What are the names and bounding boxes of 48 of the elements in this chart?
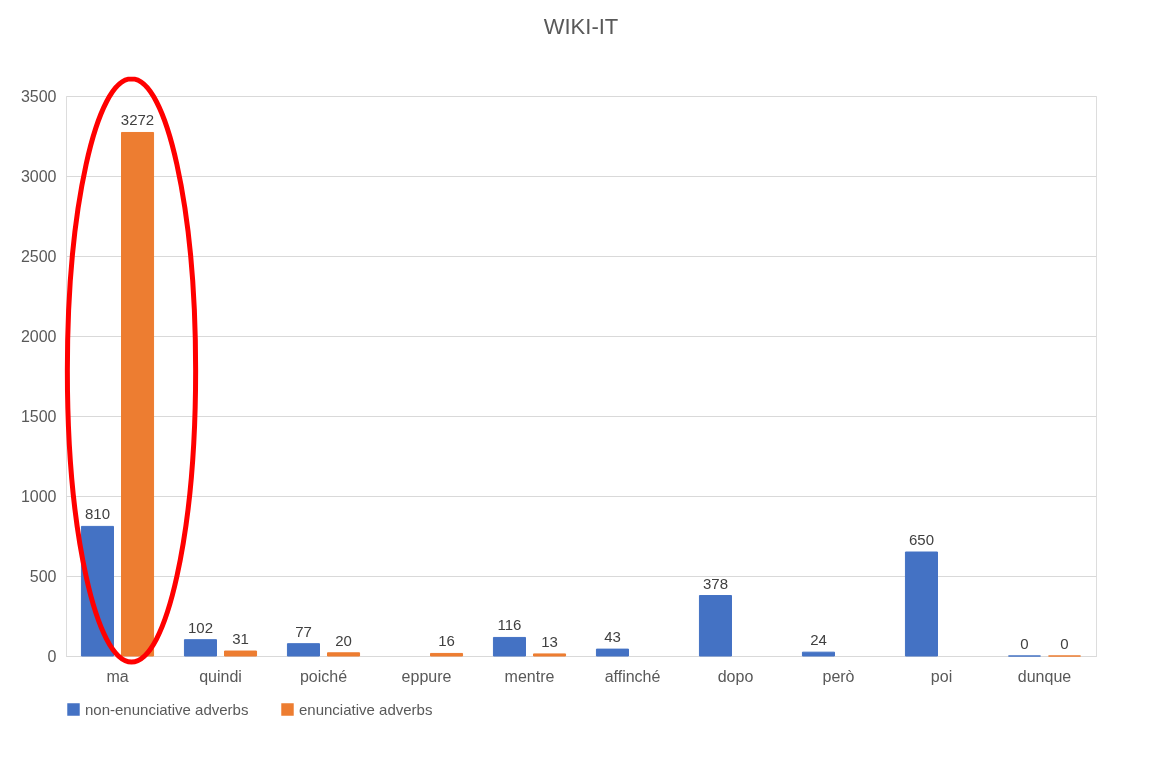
bar <box>430 652 464 657</box>
data-label: 650 <box>908 531 934 548</box>
bar <box>121 131 155 657</box>
x-tick-label: però <box>822 667 855 685</box>
data-label: 20 <box>335 631 352 649</box>
data-label: 24 <box>810 631 827 649</box>
legend-label: enunciative adverbs <box>299 700 433 718</box>
data-label: 3272 <box>120 111 155 129</box>
data-label: 13 <box>541 632 558 650</box>
data-label: 0 <box>1060 635 1069 652</box>
x-tick-label: affinché <box>604 667 661 685</box>
data-label: 116 <box>497 616 522 634</box>
x-tick-label: eppure <box>401 667 452 685</box>
bar <box>698 595 732 657</box>
y-tick-label: 1000 <box>20 487 57 505</box>
data-label: 378 <box>702 574 728 592</box>
bar <box>533 653 567 657</box>
x-tick-label: mentre <box>504 667 555 685</box>
x-tick-label: poi <box>930 667 953 685</box>
data-label: 31 <box>232 630 249 648</box>
bar <box>224 650 258 657</box>
y-tick-label: 0 <box>47 647 57 665</box>
data-label: 0 <box>1020 635 1029 652</box>
data-label: 77 <box>295 622 312 640</box>
x-tick-label: quindi <box>199 667 242 685</box>
bar <box>595 648 629 657</box>
y-tick-label: 500 <box>29 567 57 585</box>
chart-title: WIKI-IT <box>543 13 619 39</box>
bar <box>327 652 361 657</box>
y-tick-label: 3500 <box>20 87 57 105</box>
bar <box>801 651 835 657</box>
bar <box>904 551 938 657</box>
x-tick-label: dunque <box>1017 667 1072 685</box>
data-label: 810 <box>84 505 110 523</box>
bar <box>183 639 217 657</box>
y-tick-label: 2000 <box>20 327 57 345</box>
bar <box>286 643 320 657</box>
x-tick-label: ma <box>106 667 129 685</box>
y-tick-label: 3000 <box>20 167 57 185</box>
x-tick-label: dopo <box>717 667 754 685</box>
y-tick-label: 1500 <box>20 407 57 425</box>
data-label: 43 <box>604 628 621 646</box>
data-label: 16 <box>438 632 455 650</box>
y-tick-label: 2500 <box>20 247 57 265</box>
legend-label: non-enunciative adverbs <box>85 700 249 718</box>
bar <box>492 636 526 657</box>
x-tick-label: poiché <box>299 667 348 685</box>
data-label: 102 <box>187 618 213 636</box>
